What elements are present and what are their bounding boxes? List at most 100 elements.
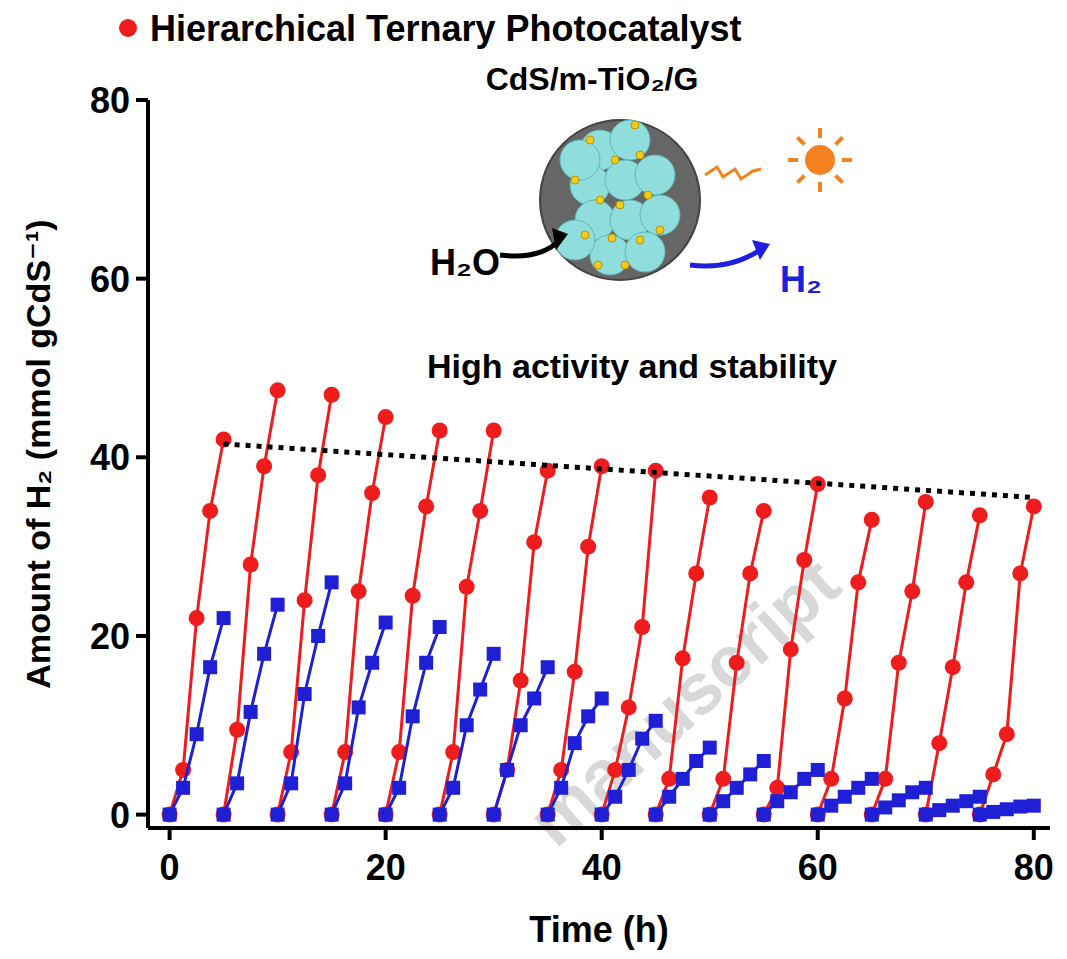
square-marker xyxy=(581,709,595,723)
circle-marker xyxy=(216,807,232,823)
square-marker xyxy=(905,785,919,799)
sun-ray xyxy=(797,137,804,144)
square-marker xyxy=(811,808,825,822)
cds-particle xyxy=(611,156,619,164)
circle-marker xyxy=(796,552,812,568)
square-marker xyxy=(298,687,312,701)
circle-marker xyxy=(432,807,448,823)
circle-marker xyxy=(256,458,272,474)
subtitle: CdS/m-TiO₂/G xyxy=(486,61,699,97)
y-tick xyxy=(136,813,148,817)
circle-marker xyxy=(270,807,286,823)
square-marker xyxy=(433,620,447,634)
square-marker xyxy=(595,691,609,705)
y-axis-title: Amount of H₂ (mmol gCdS⁻¹) xyxy=(19,219,57,688)
square-marker xyxy=(541,808,555,822)
square-marker xyxy=(203,660,217,674)
square-marker xyxy=(230,776,244,790)
circle-marker xyxy=(945,659,961,675)
square-marker xyxy=(392,781,406,795)
square-marker xyxy=(703,808,717,822)
sun-ray xyxy=(818,128,822,138)
series-line xyxy=(224,444,1034,498)
circle-marker xyxy=(918,807,934,823)
circle-marker xyxy=(162,807,178,823)
circle-marker xyxy=(769,780,785,796)
square-marker xyxy=(1027,799,1041,813)
arrow-in xyxy=(500,240,560,256)
square-marker xyxy=(190,727,204,741)
cds-particle xyxy=(596,196,604,204)
square-marker xyxy=(973,808,987,822)
square-marker xyxy=(946,799,960,813)
circle-marker xyxy=(972,507,988,523)
circle-marker xyxy=(742,565,758,581)
cds-particle xyxy=(616,201,624,209)
square-marker xyxy=(649,714,663,728)
circle-marker xyxy=(229,722,245,738)
square-marker xyxy=(487,647,501,661)
circle-marker xyxy=(877,771,893,787)
light-ray xyxy=(705,167,761,179)
circle-marker xyxy=(540,807,556,823)
circle-marker xyxy=(621,699,637,715)
circle-marker xyxy=(486,423,502,439)
tio2-sphere xyxy=(625,232,665,272)
circle-marker xyxy=(756,503,772,519)
x-axis-title: Time (h) xyxy=(529,909,668,950)
circle-marker xyxy=(526,534,542,550)
circle-marker xyxy=(985,766,1001,782)
square-marker xyxy=(757,808,771,822)
legend-marker xyxy=(119,19,137,37)
circle-marker xyxy=(999,726,1015,742)
circle-marker xyxy=(891,655,907,671)
circle-marker xyxy=(324,387,340,403)
square-marker xyxy=(271,598,285,612)
y-tick-label: 0 xyxy=(110,795,130,836)
circle-marker xyxy=(351,583,367,599)
square-marker xyxy=(959,794,973,808)
square-marker xyxy=(325,575,339,589)
circle-marker xyxy=(1026,498,1042,514)
circle-marker xyxy=(189,610,205,626)
circle-marker xyxy=(675,650,691,666)
circle-marker xyxy=(648,807,664,823)
circle-marker xyxy=(567,664,583,680)
square-marker xyxy=(1000,802,1014,816)
cds-particle xyxy=(656,226,664,234)
square-marker xyxy=(446,781,460,795)
square-marker xyxy=(662,790,676,804)
circle-marker xyxy=(715,771,731,787)
circle-marker xyxy=(324,807,340,823)
circle-marker xyxy=(378,807,394,823)
tio2-sphere xyxy=(590,235,630,275)
circle-marker xyxy=(243,556,259,572)
circle-marker xyxy=(918,494,934,510)
square-marker xyxy=(797,772,811,786)
annotation: High activity and stability xyxy=(427,347,837,385)
circle-marker xyxy=(607,762,623,778)
circle-marker xyxy=(594,458,610,474)
square-marker xyxy=(338,776,352,790)
plot-marks xyxy=(162,382,1042,822)
square-marker xyxy=(244,705,258,719)
square-marker xyxy=(703,741,717,755)
square-marker xyxy=(541,660,555,674)
square-marker xyxy=(527,691,541,705)
square-marker xyxy=(595,808,609,822)
square-marker xyxy=(271,808,285,822)
square-marker xyxy=(838,790,852,804)
square-marker xyxy=(487,808,501,822)
square-marker xyxy=(379,616,393,630)
square-marker xyxy=(649,808,663,822)
circle-marker xyxy=(364,485,380,501)
square-marker xyxy=(676,772,690,786)
circle-marker xyxy=(783,641,799,657)
circle-marker xyxy=(810,807,826,823)
circle-marker xyxy=(418,498,434,514)
circle-marker xyxy=(310,467,326,483)
square-marker xyxy=(689,754,703,768)
square-marker xyxy=(433,808,447,822)
circle-marker xyxy=(702,807,718,823)
circle-marker xyxy=(513,673,529,689)
